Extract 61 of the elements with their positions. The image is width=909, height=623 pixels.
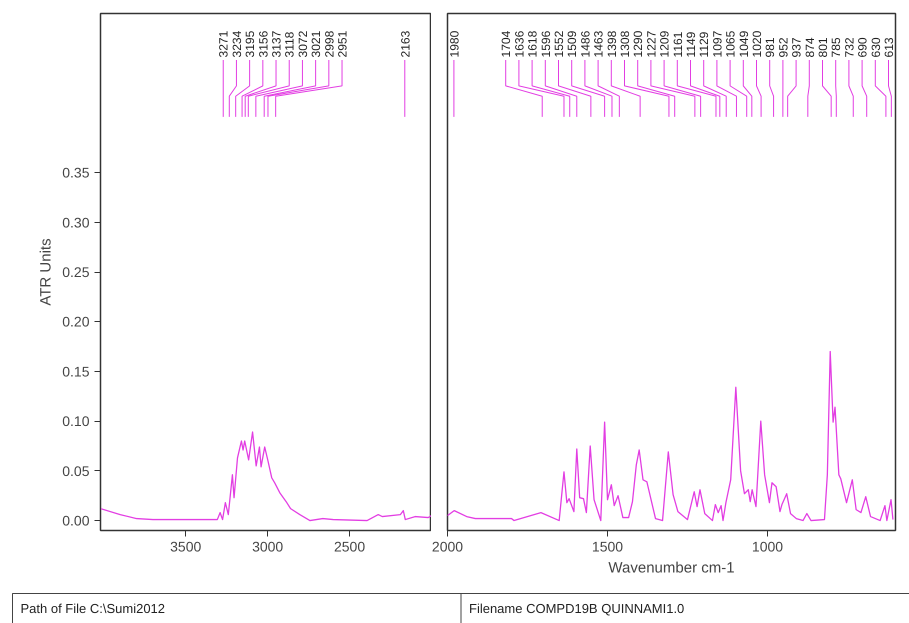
annotation: 1149 — [684, 31, 698, 58]
annotation: 874 — [802, 37, 817, 58]
annotation: 1129 — [697, 31, 712, 58]
text: Path of File C:\Sumi2012 — [20, 601, 166, 616]
annotation: 1704 — [499, 30, 514, 58]
y-tick-label: 0.25 — [62, 264, 90, 280]
annotation: 1398 — [604, 30, 619, 58]
annotation: 1227 — [644, 30, 658, 58]
y-tick-label: 0.35 — [62, 164, 90, 181]
annotation: 1552 — [552, 30, 566, 58]
annotation: 3118 — [282, 31, 297, 58]
annotation: 1636 — [512, 30, 526, 58]
annotation: 3021 — [309, 30, 324, 58]
y-tick-label: 0.05 — [62, 462, 90, 479]
annotation: 981 — [763, 37, 778, 58]
annotation: 1097 — [710, 30, 724, 58]
annotation: 3156 — [256, 30, 270, 58]
annotation: 1463 — [592, 30, 606, 58]
annotation: 937 — [790, 37, 804, 58]
annotation: 3195 — [243, 30, 258, 58]
annotation: 1618 — [526, 30, 540, 58]
annotation: 1049 — [736, 30, 751, 58]
annotation: 1980 — [447, 30, 462, 58]
annotation: 3137 — [270, 30, 284, 58]
annotation: 630 — [868, 37, 883, 58]
annotation: 2951 — [336, 30, 350, 58]
x-tick-label: 1000 — [752, 538, 784, 554]
annotation: 613 — [882, 37, 896, 58]
annotation: 1509 — [565, 30, 580, 58]
text: Filename COMPD19B QUINNAMI1.0 — [469, 601, 684, 616]
annotation: 1308 — [618, 30, 632, 58]
annotation: 1290 — [631, 30, 646, 58]
annotation: 2998 — [322, 30, 336, 58]
annotation: 3271 — [216, 30, 231, 58]
annotation: 1209 — [658, 30, 672, 58]
annotation: 1161 — [670, 31, 685, 58]
x-tick-label: 3000 — [252, 538, 284, 554]
y-tick-label: 0.00 — [62, 512, 90, 529]
y-axis-title: ATR Units — [37, 238, 54, 306]
x-tick-label: 1500 — [592, 538, 624, 554]
y-tick-label: 0.30 — [62, 214, 90, 230]
line-series — [100, 431, 431, 522]
y-tick-label: 0.20 — [62, 314, 90, 330]
annotation: 801 — [816, 37, 830, 58]
annotation: 690 — [856, 37, 870, 58]
annotation: 952 — [776, 37, 790, 58]
annotation: 785 — [829, 37, 844, 58]
annotation: 1486 — [578, 30, 592, 58]
x-axis-title: Wavenumber cm-1 — [608, 560, 735, 576]
annotation: 3234 — [230, 30, 244, 58]
annotation: 2163 — [398, 30, 412, 58]
x-tick-label: 2000 — [432, 538, 464, 554]
y-tick-label: 0.10 — [62, 413, 90, 430]
x-tick-label: 3500 — [170, 538, 202, 554]
y-tick-label: 0.15 — [62, 363, 90, 380]
x-tick-label: 2500 — [334, 538, 366, 554]
annotation: 1065 — [724, 30, 738, 58]
annotation: 1596 — [538, 30, 553, 58]
annotation: 1020 — [750, 30, 764, 58]
annotation: 3072 — [296, 30, 310, 58]
annotation: 732 — [842, 37, 856, 58]
